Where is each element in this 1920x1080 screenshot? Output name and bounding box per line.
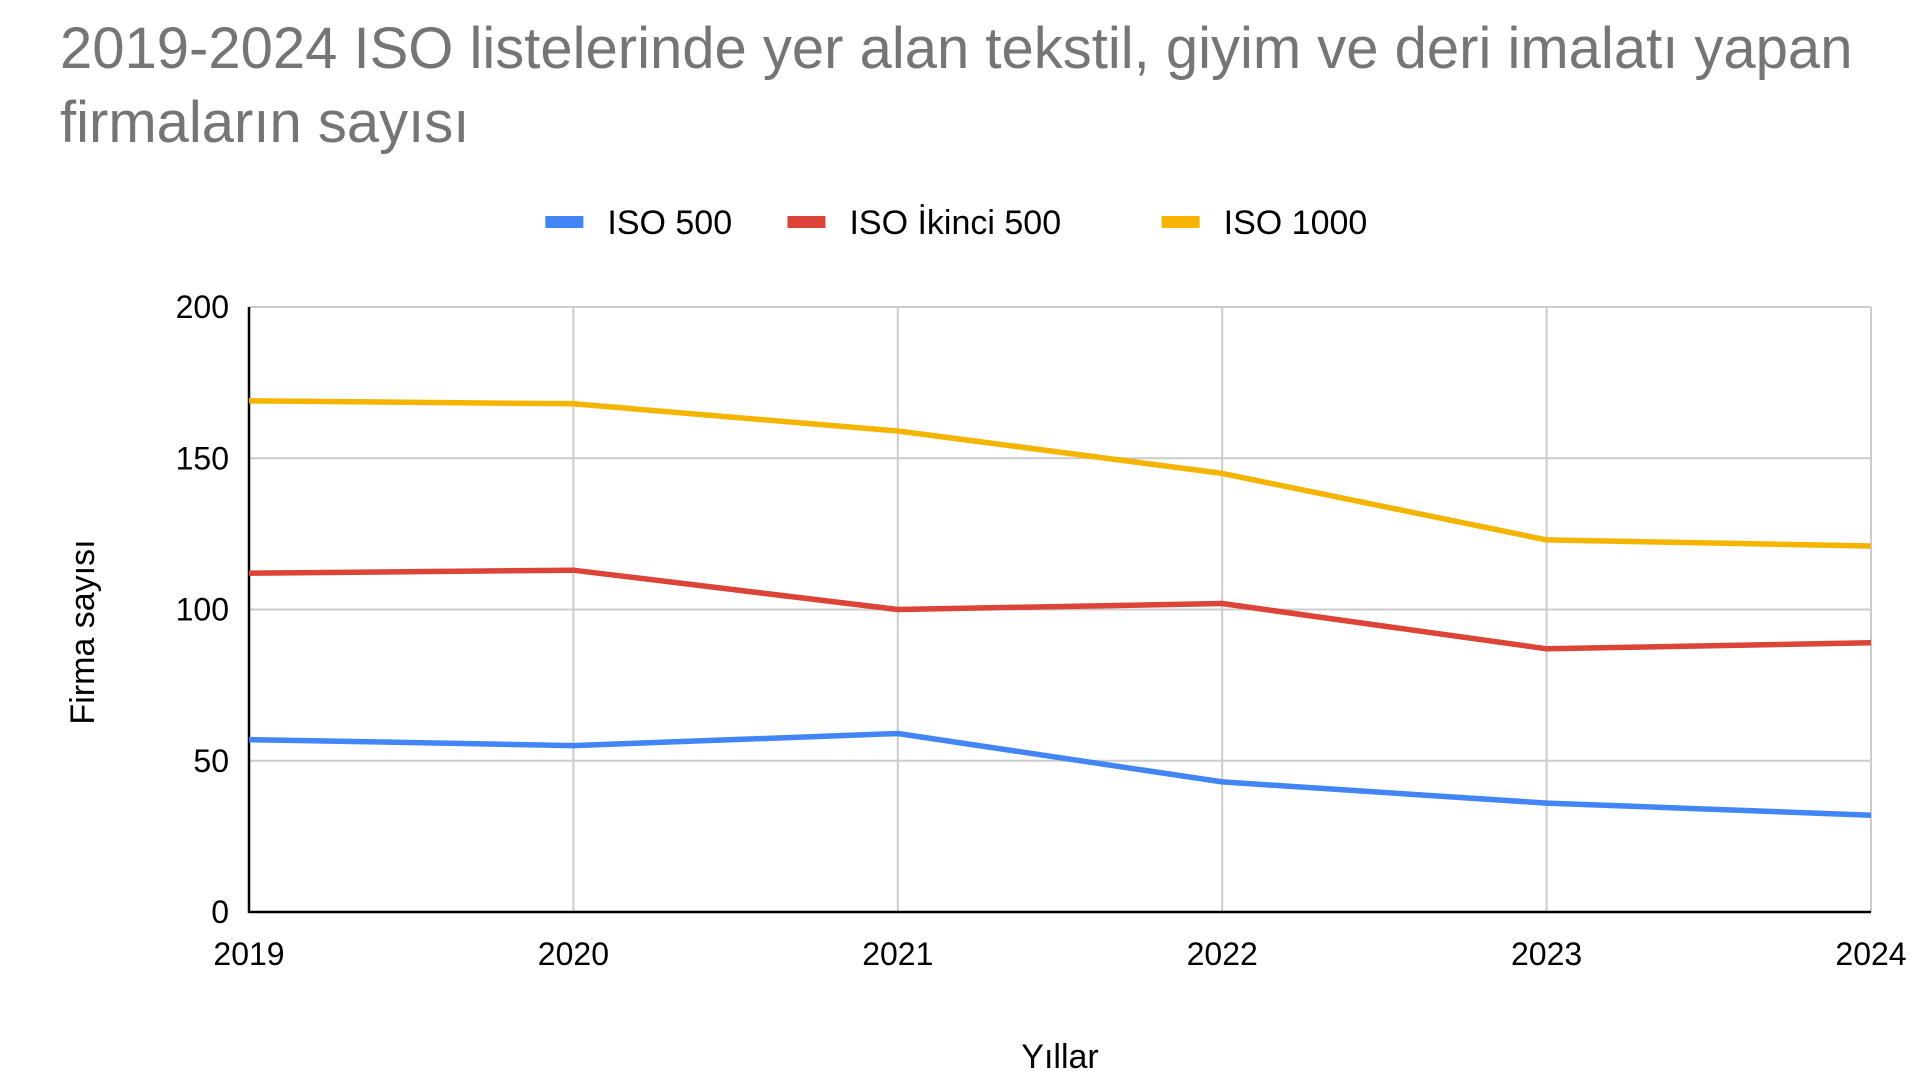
legend: ISO 500 ISO İkinci 500 ISO 1000 (545, 204, 1367, 242)
chart-title: 2019-2024 ISO listelerinde yer alan teks… (60, 16, 1853, 155)
x-tick-label: 2020 (538, 936, 609, 972)
series-line (248, 567, 1872, 652)
x-tick-label: 2024 (1835, 936, 1906, 972)
legend-label: ISO 1000 (1224, 204, 1368, 242)
y-tick-label: 150 (176, 440, 229, 476)
series-line (248, 398, 1872, 549)
legend-swatch (787, 216, 826, 228)
legend-label: ISO 500 (607, 204, 732, 242)
tick-labels: 0 50 100 150 200 2019 2020 2021 2022 2023 2024 (176, 289, 1907, 972)
axes (247, 307, 1871, 914)
legend-label: ISO İkinci 500 (849, 204, 1061, 242)
y-tick-label: 50 (193, 743, 229, 779)
x-axis-title: Yıllar (1021, 1038, 1098, 1076)
y-tick-label: 200 (176, 289, 229, 325)
series-line (248, 730, 1872, 818)
y-tick-label: 0 (211, 894, 229, 930)
legend-swatch (1161, 216, 1200, 228)
x-tick-label: 2021 (862, 936, 933, 972)
legend-swatch (545, 216, 584, 228)
series-lines (248, 398, 1872, 818)
x-tick-label: 2019 (213, 936, 284, 972)
y-axis-title: Firma sayısı (64, 539, 102, 724)
grid-lines (249, 306, 1872, 912)
x-tick-label: 2023 (1511, 936, 1582, 972)
y-tick-label: 100 (176, 592, 229, 628)
x-tick-label: 2022 (1187, 936, 1258, 972)
